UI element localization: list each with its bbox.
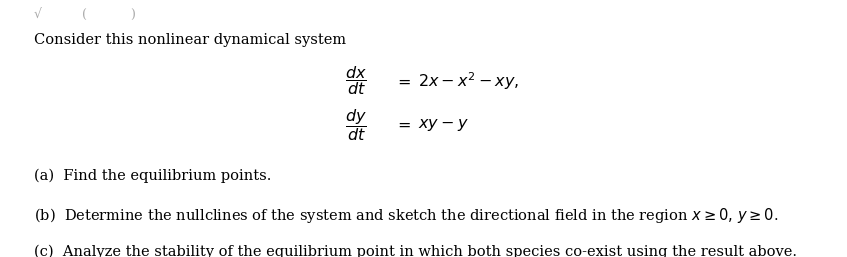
Text: $=$: $=$ — [394, 72, 411, 89]
Text: (b)  Determine the nullclines of the system and sketch the directional field in : (b) Determine the nullclines of the syst… — [34, 206, 778, 225]
Text: $xy - y$: $xy - y$ — [418, 116, 468, 133]
Text: Consider this nonlinear dynamical system: Consider this nonlinear dynamical system — [34, 33, 346, 47]
Text: √          (           ): √ ( ) — [34, 8, 136, 21]
Text: (a)  Find the equilibrium points.: (a) Find the equilibrium points. — [34, 168, 271, 183]
Text: (c)  Analyze the stability of the equilibrium point in which both species co-exi: (c) Analyze the stability of the equilib… — [34, 244, 797, 257]
Text: $\dfrac{dy}{dt}$: $\dfrac{dy}{dt}$ — [345, 107, 367, 143]
Text: $\dfrac{dx}{dt}$: $\dfrac{dx}{dt}$ — [345, 65, 367, 97]
Text: $=$: $=$ — [394, 116, 411, 133]
Text: $2x - x^2 - xy,$: $2x - x^2 - xy,$ — [418, 70, 518, 92]
